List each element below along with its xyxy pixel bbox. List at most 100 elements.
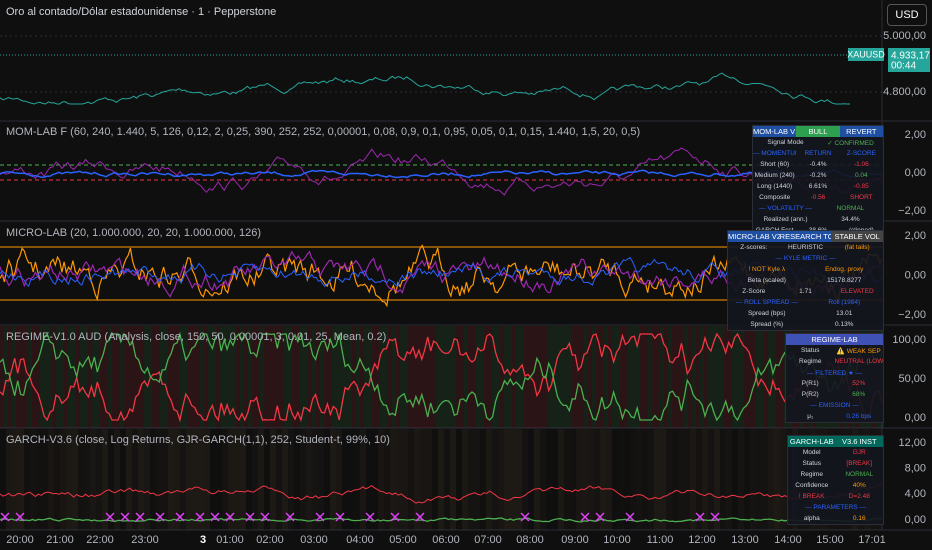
regime-band bbox=[620, 326, 624, 428]
break-marker bbox=[245, 512, 255, 522]
price-tag-symbol: XAUUSD bbox=[847, 49, 885, 59]
vol-band bbox=[714, 429, 720, 530]
regime-band bbox=[412, 326, 416, 428]
table-row: — MOMENTUM — RETURN Z-SCORE bbox=[753, 148, 883, 159]
break-marker bbox=[105, 512, 115, 522]
regime-band bbox=[464, 326, 468, 428]
currency-button[interactable]: USD bbox=[887, 4, 927, 26]
break-marker bbox=[210, 512, 220, 522]
regime-band bbox=[48, 326, 52, 428]
pane-axis-label: 2,00 bbox=[905, 129, 926, 141]
regime-band bbox=[184, 326, 188, 428]
regime-band bbox=[696, 326, 700, 428]
vol-band bbox=[486, 429, 492, 530]
break-marker bbox=[580, 512, 590, 522]
time-axis-label: 17:01 bbox=[858, 534, 886, 546]
regime-band bbox=[520, 326, 524, 428]
regime-band bbox=[236, 326, 240, 428]
pane-axis-label: 8,00 bbox=[905, 463, 926, 475]
regime-band bbox=[276, 326, 280, 428]
table-cell: Short (60) bbox=[760, 161, 790, 168]
regime-band bbox=[4, 326, 8, 428]
regime-band bbox=[580, 326, 584, 428]
table-row: Status [BREAK] bbox=[788, 458, 883, 469]
regime-band bbox=[416, 326, 420, 428]
regime-band bbox=[764, 326, 768, 428]
vol-band bbox=[570, 429, 576, 530]
regime-band bbox=[24, 326, 28, 428]
regime-band bbox=[532, 326, 536, 428]
break-marker bbox=[175, 512, 185, 522]
regime-band bbox=[156, 326, 160, 428]
table-cell: Status bbox=[801, 347, 820, 354]
table-row: ! NOT Kyle λ Endog. proxy bbox=[728, 264, 883, 275]
time-axis-label: 20:00 bbox=[6, 534, 34, 546]
regime-band bbox=[220, 326, 224, 428]
table-cell: ✓ CONFIRMED bbox=[827, 139, 874, 147]
regime-band bbox=[268, 326, 272, 428]
table-cell: Spread (%) bbox=[750, 321, 784, 328]
break-marker bbox=[195, 512, 205, 522]
vol-band bbox=[744, 429, 750, 530]
vol-band bbox=[774, 429, 780, 530]
vol-band bbox=[456, 429, 462, 530]
regime-band bbox=[664, 326, 668, 428]
table-cell: SHORT bbox=[850, 194, 873, 201]
regime-band bbox=[688, 326, 692, 428]
regime-band bbox=[496, 326, 500, 428]
regime-band bbox=[716, 326, 720, 428]
regime-band bbox=[576, 326, 580, 428]
regime-band bbox=[424, 326, 428, 428]
regime-band bbox=[508, 326, 512, 428]
regime-band bbox=[640, 326, 644, 428]
price-tag-bg bbox=[848, 48, 884, 61]
regime-band bbox=[280, 326, 284, 428]
time-axis-label: 08:00 bbox=[516, 534, 544, 546]
vol-band bbox=[186, 429, 192, 530]
regime-band bbox=[724, 326, 728, 428]
price-tag-countdown: 00:44 bbox=[891, 61, 916, 72]
vol-band bbox=[660, 429, 666, 530]
regime-band bbox=[500, 326, 504, 428]
regime-band bbox=[568, 326, 572, 428]
regime-band bbox=[208, 326, 212, 428]
vol-band bbox=[240, 429, 246, 530]
regime-band bbox=[776, 326, 780, 428]
table-cell: ! NOT Kyle λ bbox=[748, 266, 786, 273]
regime-band bbox=[660, 326, 664, 428]
break-marker bbox=[155, 512, 165, 522]
regime-band bbox=[588, 326, 592, 428]
regime-band bbox=[608, 326, 612, 428]
regime-band bbox=[260, 326, 264, 428]
regime-band bbox=[216, 326, 220, 428]
vol-band bbox=[768, 429, 774, 530]
regime-band bbox=[712, 326, 716, 428]
regime-band bbox=[196, 326, 200, 428]
regime-band bbox=[56, 326, 60, 428]
regime-band bbox=[744, 326, 748, 428]
table-row: — ROLL SPREAD — Roll (1984) bbox=[728, 297, 883, 308]
table-cell: Roll (1984) bbox=[828, 299, 861, 306]
regime-band bbox=[36, 326, 40, 428]
regime-band bbox=[548, 326, 552, 428]
vol-band bbox=[498, 429, 504, 530]
table-row: Signal Mode ✓ CONFIRMED bbox=[753, 137, 883, 148]
regime-band bbox=[604, 326, 608, 428]
regime-band bbox=[288, 326, 292, 428]
table-cell: ⚠️ WEAK SEP bbox=[836, 347, 881, 355]
regime-band bbox=[616, 326, 620, 428]
time-axis-label: 21:00 bbox=[46, 534, 74, 546]
break-marker bbox=[285, 512, 295, 522]
table-cell: — KYLE METRIC — bbox=[775, 255, 836, 262]
regime-band bbox=[72, 326, 76, 428]
table-cell: μ₁ bbox=[807, 413, 814, 420]
regime-band bbox=[396, 326, 400, 428]
pane-axis-label: 12,00 bbox=[898, 437, 926, 449]
regime-band bbox=[256, 326, 260, 428]
vol-band bbox=[750, 429, 756, 530]
vol-band bbox=[396, 429, 402, 530]
regime-band bbox=[444, 326, 448, 428]
table-cell: Z-Score bbox=[742, 288, 766, 295]
table-cell: REVERT bbox=[839, 126, 883, 137]
regime-band bbox=[296, 326, 300, 428]
